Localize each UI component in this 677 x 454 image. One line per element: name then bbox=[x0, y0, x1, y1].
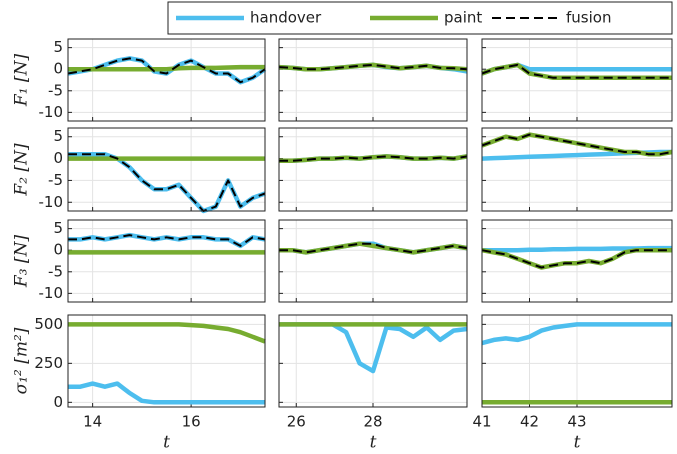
y-tick-label: -5 bbox=[48, 262, 63, 280]
y-tick-label: 5 bbox=[53, 38, 63, 56]
y-tick-label: -10 bbox=[39, 284, 64, 302]
plot-frame bbox=[278, 219, 468, 303]
x-axis-label: t bbox=[574, 433, 581, 453]
series-line bbox=[481, 63, 672, 79]
y-tick-label: -10 bbox=[39, 193, 64, 211]
plot-frame bbox=[278, 127, 468, 212]
series-line bbox=[279, 155, 468, 162]
y-tick-label: 0 bbox=[53, 60, 63, 78]
x-tick-label: 28 bbox=[363, 413, 382, 431]
plot-frame bbox=[481, 127, 673, 212]
y-tick-label: 500 bbox=[34, 315, 63, 333]
plot-frame bbox=[278, 38, 468, 122]
y-tick-label: -5 bbox=[48, 81, 63, 99]
series-line bbox=[481, 249, 672, 269]
plot-frame bbox=[67, 127, 266, 212]
series-line bbox=[481, 322, 672, 346]
series-line bbox=[68, 153, 266, 212]
plot-frame bbox=[67, 314, 266, 408]
plot-frame bbox=[481, 314, 673, 408]
y-tick-label: 0 bbox=[53, 241, 63, 259]
x-tick-label: 16 bbox=[182, 413, 201, 431]
y-tick-label: 0 bbox=[53, 393, 63, 411]
series-line bbox=[279, 242, 468, 254]
plot-frame bbox=[67, 219, 266, 303]
plot-area bbox=[68, 39, 265, 121]
y-tick-label: 5 bbox=[53, 219, 63, 237]
plot-frame bbox=[278, 314, 468, 408]
series-line bbox=[68, 64, 265, 72]
legend-label: fusion bbox=[566, 9, 611, 27]
x-axis-label: t bbox=[163, 433, 170, 453]
series-line bbox=[278, 63, 468, 71]
series-line bbox=[67, 57, 266, 84]
legend-label: paint bbox=[444, 9, 482, 27]
x-tick-label: 26 bbox=[287, 413, 306, 431]
y-axis-label: F₁ [N] bbox=[12, 54, 32, 108]
series-line bbox=[68, 381, 265, 405]
y-axis-label: F₃ [N] bbox=[12, 235, 32, 289]
plot-frame bbox=[481, 219, 673, 303]
y-tick-label: 0 bbox=[53, 149, 63, 167]
y-tick-label: -10 bbox=[39, 103, 64, 121]
plot-frame bbox=[67, 38, 266, 122]
plot-frame bbox=[481, 38, 673, 122]
y-tick-label: 250 bbox=[34, 354, 63, 372]
x-tick-label: 41 bbox=[472, 413, 491, 431]
y-axis-label: F₂ [N] bbox=[12, 143, 32, 197]
series-line bbox=[68, 322, 266, 344]
y-tick-label: 5 bbox=[53, 127, 63, 145]
x-tick-label: 43 bbox=[567, 413, 586, 431]
y-tick-label: -5 bbox=[48, 171, 63, 189]
series-line bbox=[481, 133, 673, 156]
plot-area bbox=[68, 220, 265, 302]
legend-label: handover bbox=[250, 9, 322, 27]
y-axis-label: σ₁² [m²] bbox=[12, 327, 32, 394]
x-axis-label: t bbox=[370, 433, 377, 453]
x-tick-label: 42 bbox=[520, 413, 539, 431]
x-tick-label: 14 bbox=[83, 413, 102, 431]
series-line bbox=[68, 234, 266, 247]
plot-area bbox=[68, 128, 265, 211]
